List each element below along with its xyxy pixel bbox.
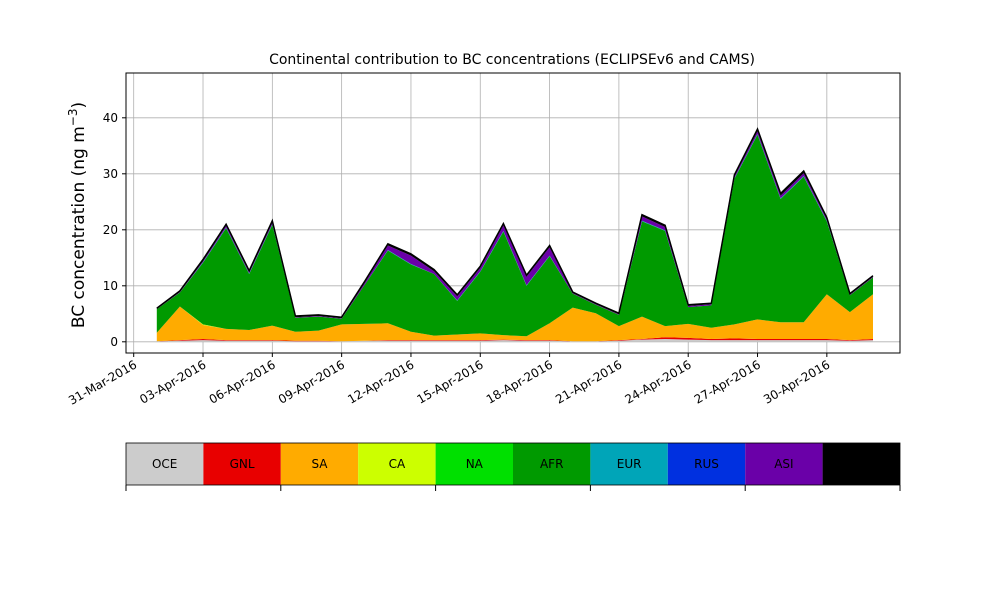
legend-label: OCE — [152, 457, 177, 471]
legend-swatch-ca — [358, 443, 436, 485]
legend-frame — [125, 442, 901, 486]
legend-label: RUS — [694, 457, 719, 471]
legend-swatch-eur — [590, 443, 668, 485]
legend-label: SA — [311, 457, 328, 471]
legend-label: CA — [389, 457, 406, 471]
legend-label: NA — [466, 457, 484, 471]
legend: OCE GNL SA CA NA AFR EUR RUS ASI AUS — [125, 442, 901, 491]
y-tick-label: 0 — [110, 335, 118, 349]
legend-swatch-sa — [280, 443, 359, 485]
y-axis-label-superscript: −3 — [66, 108, 80, 126]
area-gnl — [156, 337, 874, 342]
y-tick-label: 40 — [103, 111, 118, 125]
total-line — [156, 127, 874, 318]
chart-title: Continental contribution to BC concentra… — [269, 52, 755, 68]
total-outline — [156, 127, 874, 318]
stacked-areas — [156, 129, 874, 342]
y-axis-label-close: ) — [69, 102, 89, 109]
legend-swatch-asi — [745, 443, 823, 485]
y-tick-label: 20 — [103, 223, 118, 237]
legend-swatch-aus — [822, 443, 900, 485]
area-afr — [156, 134, 874, 337]
area-oce — [156, 339, 874, 342]
legend-swatch-oce — [126, 443, 204, 485]
legend-label: AFR — [540, 457, 563, 471]
legend-swatch-rus — [667, 443, 746, 485]
legend-label: ASI — [774, 457, 793, 471]
legend-label: GNL — [230, 457, 255, 471]
plot-area-frame — [125, 72, 901, 354]
y-axis-label: BC concentration (ng m−3) — [66, 102, 89, 328]
legend-label: AUS — [849, 457, 874, 471]
legend-swatch-gnl — [203, 443, 281, 485]
legend-swatch-afr — [513, 443, 591, 485]
svg-text:BC concentration (ng m−3): BC concentration (ng m−3) — [66, 102, 89, 328]
legend-swatch-na — [435, 443, 513, 485]
y-tick-label: 30 — [103, 167, 118, 181]
y-axis-ticks: 0 10 20 30 40 — [103, 111, 126, 349]
area-sa — [156, 294, 874, 342]
legend-label: EUR — [617, 457, 642, 471]
y-axis-label-text: BC concentration (ng m — [69, 126, 89, 328]
y-tick-label: 10 — [103, 279, 118, 293]
